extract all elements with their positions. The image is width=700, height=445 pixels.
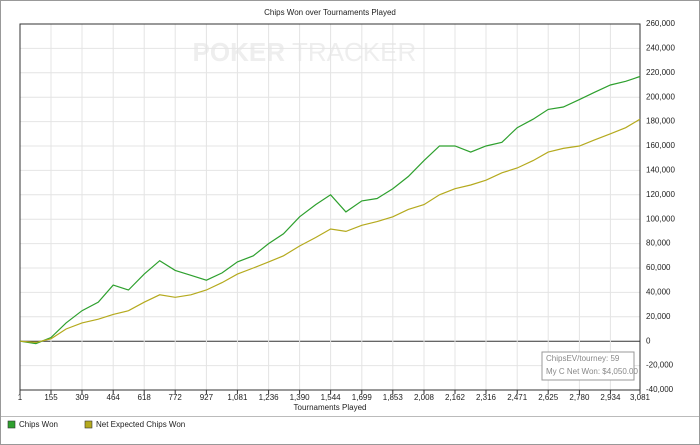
series-line [19,75,641,345]
legend-swatch [7,420,16,429]
x-tick-label: 927 [200,393,214,402]
x-tick-label: 3,081 [630,393,651,402]
plot-border [19,23,641,391]
chart-title: Chips Won over Tournaments Played [264,8,396,17]
legend-label: Net Expected Chips Won [96,420,185,429]
x-tick-label: 772 [169,393,183,402]
y-tick-label: 20,000 [646,312,671,321]
x-tick-label: 155 [44,393,58,402]
legend-swatch [84,420,93,429]
x-tick-label: 309 [75,393,89,402]
y-tick-label: 0 [646,336,651,345]
y-tick-label: 120,000 [646,190,675,199]
y-tick-label: 260,000 [646,19,675,28]
y-tick-label: -40,000 [646,385,674,394]
watermark: TRACKER [292,37,416,67]
x-tick-label: 2,471 [507,393,528,402]
x-tick-label: 1,236 [259,393,280,402]
x-tick-label: 2,316 [476,393,497,402]
y-tick-label: 180,000 [646,117,675,126]
x-tick-label: 1,081 [227,393,248,402]
annotation-box [541,351,635,381]
y-tick-label: 160,000 [646,141,675,150]
y-tick-label: 200,000 [646,92,675,101]
x-tick-label: 2,008 [414,393,435,402]
y-tick-label: 80,000 [646,239,671,248]
y-tick-label: 60,000 [646,263,671,272]
series-line [19,118,641,344]
y-tick-label: 240,000 [646,44,675,53]
x-tick-label: 1,544 [321,393,342,402]
x-tick-label: 2,934 [600,393,621,402]
x-tick-label: 2,780 [569,393,590,402]
annotation: My C Net Won: $4,050.00 [546,367,638,376]
x-tick-label: 2,625 [538,393,559,402]
y-tick-label: -20,000 [646,361,674,370]
watermark: POKER [193,37,286,67]
y-tick-label: 220,000 [646,68,675,77]
y-tick-label: 140,000 [646,166,675,175]
x-axis-title: Tournaments Played [294,403,367,412]
x-tick-label: 1,390 [290,393,311,402]
y-tick-label: 40,000 [646,288,671,297]
legend-label: Chips Won [19,420,58,429]
annotation: ChipsEV/tourney: 59 [546,354,620,363]
y-tick-label: 100,000 [646,214,675,223]
x-tick-label: 1 [18,393,23,402]
x-tick-label: 618 [138,393,152,402]
x-tick-label: 464 [107,393,121,402]
x-tick-label: 1,853 [383,393,404,402]
x-tick-label: 1,699 [352,393,373,402]
x-tick-label: 2,162 [445,393,466,402]
